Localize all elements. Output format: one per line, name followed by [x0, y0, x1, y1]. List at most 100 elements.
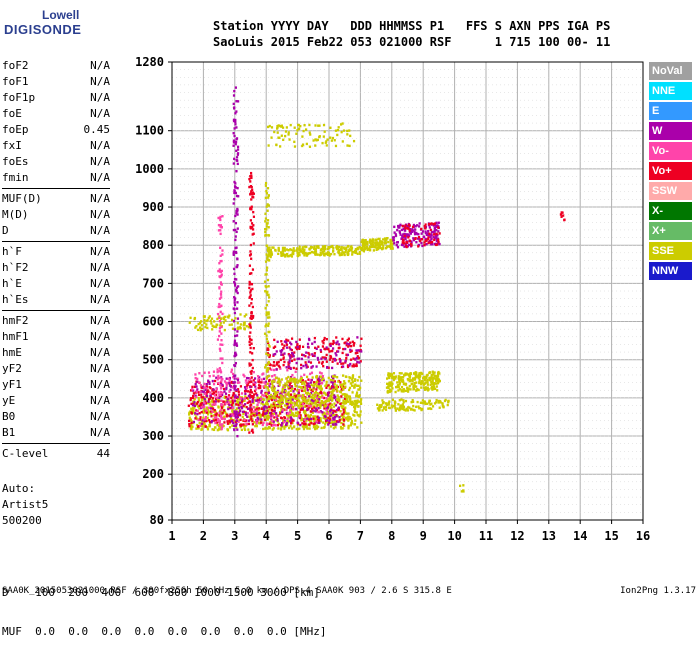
echo-point [274, 419, 277, 422]
echo-point [285, 248, 289, 251]
echo-point [265, 269, 269, 272]
echo-point [266, 375, 269, 378]
echo-point [342, 129, 346, 132]
echo-point [433, 242, 436, 246]
echo-point [264, 217, 268, 220]
echo-point [236, 317, 240, 320]
echo-point [189, 316, 192, 320]
echo-point [264, 412, 267, 415]
echo-point [356, 336, 359, 339]
echo-point [188, 413, 191, 416]
echo-point [232, 391, 235, 395]
echo-point [437, 230, 440, 233]
echo-point [375, 238, 378, 241]
echo-point [223, 410, 227, 414]
echo-point [259, 384, 262, 388]
echo-point [218, 411, 221, 415]
echo-point [322, 416, 325, 420]
echo-point [299, 394, 302, 398]
auto-scaling-info: Auto: Artist5 500200 [2, 481, 48, 529]
echo-point [198, 421, 201, 425]
parameter-value: 44 [96, 447, 110, 460]
echo-point [196, 388, 199, 391]
echo-point [250, 198, 253, 201]
echo-point [270, 386, 273, 389]
echo-point [337, 408, 340, 412]
echo-point [220, 338, 223, 342]
echo-point [281, 390, 284, 393]
echo-point [265, 418, 268, 421]
echo-point [204, 425, 207, 428]
echo-point [322, 364, 325, 368]
echo-point [316, 399, 319, 402]
echo-point [272, 420, 275, 423]
echo-point [349, 382, 352, 385]
echo-point [292, 252, 295, 256]
echo-point [388, 406, 391, 410]
echo-point [242, 423, 245, 426]
echo-point [281, 349, 284, 352]
echo-point [298, 344, 301, 348]
echo-point [268, 367, 271, 370]
echo-point [259, 415, 262, 419]
echo-point [314, 402, 317, 405]
parameter-row: yF2 N/A [2, 361, 110, 377]
echo-point [413, 383, 416, 386]
echo-point [245, 405, 248, 409]
echo-point [188, 422, 191, 426]
echo-point [260, 381, 263, 384]
echo-point [437, 373, 440, 376]
echo-point [280, 378, 283, 381]
echo-point [310, 366, 313, 369]
echo-point [295, 414, 299, 418]
echo-point [279, 399, 283, 402]
echo-point [313, 399, 316, 402]
digisonde-logo: Lowell DIGISONDE [4, 8, 114, 44]
echo-point [232, 421, 235, 425]
echo-point [222, 387, 226, 391]
echo-point [325, 397, 328, 400]
echo-point [228, 384, 232, 387]
echo-point [249, 388, 252, 392]
echo-point [268, 408, 271, 411]
echo-point [347, 249, 350, 252]
echo-point [258, 399, 261, 402]
echo-point [273, 338, 276, 342]
echo-point [208, 391, 212, 394]
echo-point [336, 246, 339, 249]
parameter-name: h`F2 [2, 261, 29, 274]
echo-point [325, 383, 328, 386]
echo-point [320, 426, 323, 430]
echo-point [314, 390, 318, 394]
echo-point [269, 363, 272, 367]
echo-point [291, 427, 294, 430]
echo-point [319, 420, 323, 423]
echo-point [349, 376, 352, 380]
echo-point [235, 342, 238, 345]
echo-point [387, 373, 390, 377]
echo-point [290, 411, 293, 414]
echo-point [250, 310, 253, 314]
echo-point [280, 125, 283, 128]
echo-point [325, 337, 328, 341]
echo-point [322, 402, 325, 405]
echo-point [342, 400, 345, 404]
echo-point [226, 315, 229, 318]
echo-point [281, 126, 285, 129]
echo-point [330, 390, 333, 394]
echo-point [328, 350, 331, 353]
echo-point [429, 241, 432, 244]
echo-point [349, 350, 352, 353]
parameter-row: hmE N/A [2, 345, 110, 361]
echo-point [288, 401, 291, 404]
echo-point [321, 340, 324, 343]
echo-point [390, 243, 393, 247]
echo-point [299, 377, 302, 381]
echo-point [233, 377, 236, 380]
echo-point [228, 426, 232, 429]
echo-point [228, 419, 231, 422]
echo-point [255, 419, 258, 422]
echo-point [404, 383, 407, 386]
echo-point [294, 407, 298, 411]
echo-point [260, 407, 263, 411]
